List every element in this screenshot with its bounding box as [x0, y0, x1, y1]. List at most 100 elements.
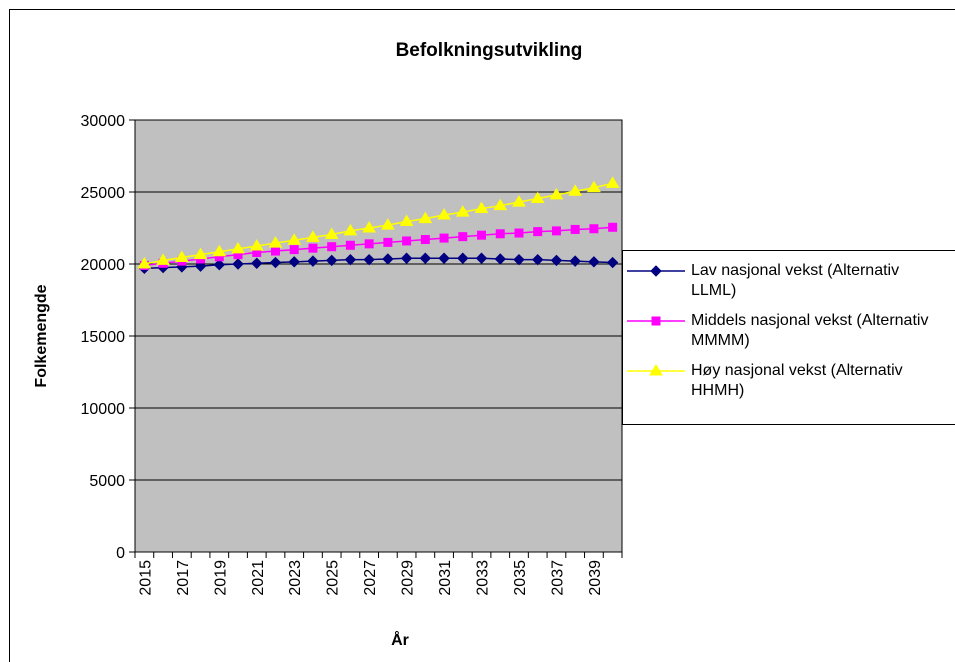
marker — [458, 232, 468, 242]
legend-symbol — [627, 265, 685, 277]
x-tick-label: 2019 — [212, 560, 229, 596]
marker — [380, 218, 395, 230]
marker — [650, 265, 662, 277]
legend: Lav nasjonal vekst (Alternativ LLML) Midd… — [622, 250, 955, 425]
marker — [231, 241, 245, 254]
marker — [289, 245, 299, 255]
marker — [649, 364, 663, 376]
marker — [551, 226, 561, 236]
x-tick-label: 2017 — [175, 560, 192, 596]
marker — [606, 256, 619, 269]
x-axis-label: År — [391, 630, 409, 649]
marker — [532, 253, 544, 266]
legend-item: Høy nasjonal vekst (Alternativ HHMH) — [623, 361, 946, 401]
marker — [457, 252, 469, 264]
x-tick-label: 2027 — [362, 560, 379, 596]
x-tick-label: 2039 — [587, 560, 604, 596]
marker — [418, 211, 433, 224]
marker — [400, 252, 413, 264]
x-tick-label: 2025 — [325, 560, 342, 596]
marker — [402, 236, 412, 246]
legend-label: Lav nasjonal vekst (Alternativ LLML) — [691, 262, 900, 299]
x-tick-label: 2035 — [512, 560, 529, 596]
marker — [474, 201, 489, 214]
marker — [382, 253, 394, 265]
marker — [287, 233, 302, 245]
marker — [251, 257, 263, 269]
y-tick-label: 0 — [116, 545, 125, 562]
marker — [512, 195, 526, 207]
y-tick-label: 20000 — [81, 257, 126, 274]
marker — [383, 237, 393, 247]
marker — [325, 254, 338, 267]
marker — [530, 191, 545, 203]
marker — [308, 243, 318, 253]
marker — [270, 246, 280, 256]
x-tick-label: 2023 — [287, 560, 304, 596]
marker — [651, 316, 661, 326]
legend-symbol — [627, 316, 685, 326]
marker — [156, 253, 170, 265]
marker — [249, 239, 264, 251]
marker — [437, 208, 451, 220]
marker — [269, 256, 282, 269]
marker — [343, 223, 358, 236]
marker — [513, 253, 525, 266]
marker — [194, 260, 207, 272]
legend-label: Middels nasjonal vekst (Alternativ MMMM) — [691, 312, 929, 349]
marker — [232, 258, 244, 270]
marker — [420, 235, 430, 245]
marker — [419, 252, 432, 264]
marker — [533, 227, 543, 237]
marker — [455, 205, 470, 217]
marker — [137, 257, 152, 269]
marker — [587, 180, 601, 193]
marker — [608, 222, 618, 232]
chart-title: Befolkningsutvikling — [396, 40, 583, 61]
marker — [589, 224, 599, 234]
marker — [344, 253, 357, 266]
marker — [550, 254, 563, 267]
y-tick-label: 15000 — [81, 329, 126, 346]
marker — [288, 256, 300, 268]
marker — [193, 247, 208, 260]
marker — [477, 230, 487, 240]
x-tick-label: 2029 — [400, 560, 417, 596]
marker — [605, 176, 620, 188]
marker — [399, 214, 414, 227]
marker — [588, 256, 600, 268]
marker — [493, 198, 508, 211]
marker — [439, 233, 449, 243]
legend-item: Middels nasjonal vekst (Alternativ MMMM) — [623, 311, 946, 351]
x-tick-label: 2021 — [250, 560, 267, 596]
marker — [569, 255, 581, 267]
y-tick-label: 25000 — [81, 185, 126, 202]
marker — [494, 253, 506, 265]
legend-symbol — [627, 364, 685, 376]
marker — [364, 239, 374, 249]
y-tick-label: 10000 — [81, 401, 126, 418]
marker — [495, 229, 505, 239]
x-tick-label: 2015 — [137, 560, 154, 596]
marker — [514, 228, 524, 238]
marker — [307, 255, 319, 267]
marker — [475, 252, 488, 264]
marker — [363, 253, 375, 266]
marker — [213, 259, 225, 271]
x-tick-label: 2031 — [437, 560, 454, 596]
x-tick-label: 2037 — [549, 560, 566, 596]
marker — [362, 221, 377, 233]
x-tick-label: 2033 — [475, 560, 492, 596]
legend-label: Høy nasjonal vekst (Alternativ HHMH) — [691, 362, 903, 399]
marker — [327, 242, 337, 252]
y-tick-label: 30000 — [81, 113, 126, 130]
marker — [549, 187, 564, 200]
marker — [438, 252, 450, 264]
chart-border — [9, 9, 955, 662]
y-axis-label: Folkemengde — [33, 284, 50, 387]
marker — [345, 240, 355, 250]
marker — [268, 236, 283, 248]
marker — [324, 227, 339, 239]
